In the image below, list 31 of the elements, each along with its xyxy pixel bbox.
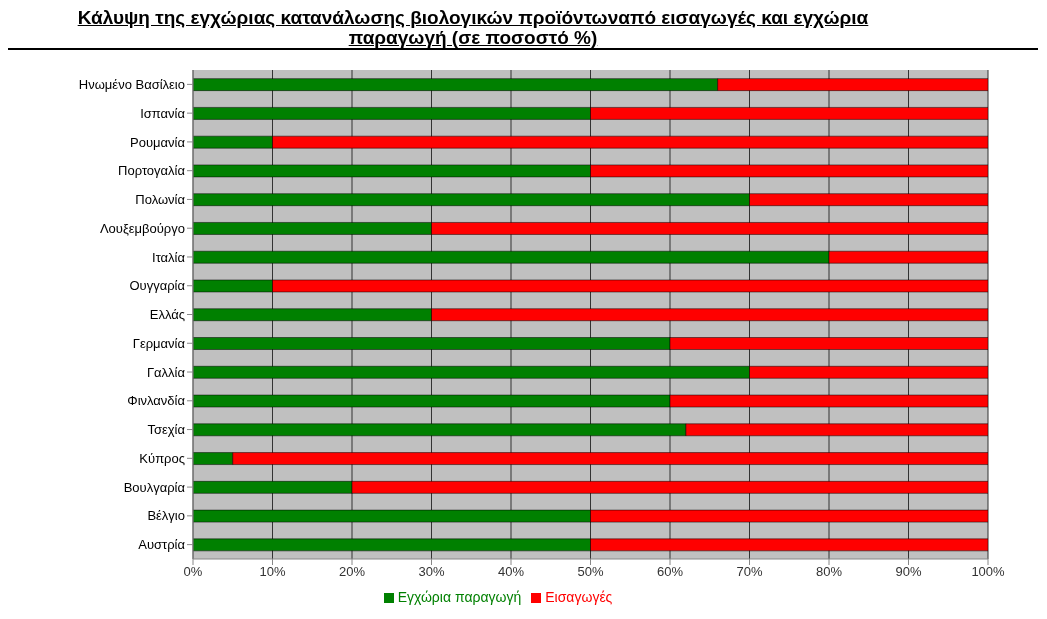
y-tick-label: Ισπανία xyxy=(140,105,186,121)
x-tick-label: 0% xyxy=(183,564,203,580)
x-tick-label: 20% xyxy=(338,564,366,580)
y-tick-label: Ηνωμένο Βασίλειο xyxy=(78,77,185,92)
x-tick-label: 80% xyxy=(815,564,843,580)
x-tick-label: 40% xyxy=(497,564,525,580)
y-tick-label: Ιταλία xyxy=(152,249,186,265)
x-tick-label: 60% xyxy=(656,564,684,580)
y-tick-label: Βέλγιο xyxy=(147,508,185,524)
y-tick-label: Ρουμανία xyxy=(130,134,186,150)
chart-title: Κάλυψη της εγχώριας κατανάλωσης βιολογικών προϊόντωναπό εισαγωγές και εγχώρια παραγωγή (σε ποσοστό %) xyxy=(8,7,1038,50)
y-tick-label: Πολωνία xyxy=(135,192,186,208)
y-tick-label: Αυστρία xyxy=(138,537,186,553)
y-tick-label: Ουγγαρία xyxy=(129,278,186,294)
legend-label: Εισαγωγές xyxy=(545,589,613,605)
y-tick-label: Γαλλία xyxy=(146,364,186,380)
x-tick-label: 90% xyxy=(895,564,922,580)
y-tick-label: Κύπρος xyxy=(139,450,185,466)
y-tick-label: Φινλανδία xyxy=(127,393,186,409)
x-tick-label: 30% xyxy=(418,564,445,580)
y-tick-label: Τσεχία xyxy=(147,422,186,438)
y-tick-label: Ελλάς xyxy=(149,307,185,323)
y-tick-label: Λουξεμβούργο xyxy=(99,220,185,236)
y-tick-label: Γερμανία xyxy=(132,335,186,351)
y-tick-label: Βουλγαρία xyxy=(123,479,186,495)
x-tick-label: 70% xyxy=(736,564,763,580)
x-tick-label: 10% xyxy=(259,564,286,580)
x-tick-label: 100% xyxy=(971,564,1006,580)
x-tick-label: 50% xyxy=(577,564,604,580)
legend-label: Εγχώρια παραγωγή xyxy=(397,589,522,605)
y-tick-label: Πορτογαλία xyxy=(118,163,186,179)
